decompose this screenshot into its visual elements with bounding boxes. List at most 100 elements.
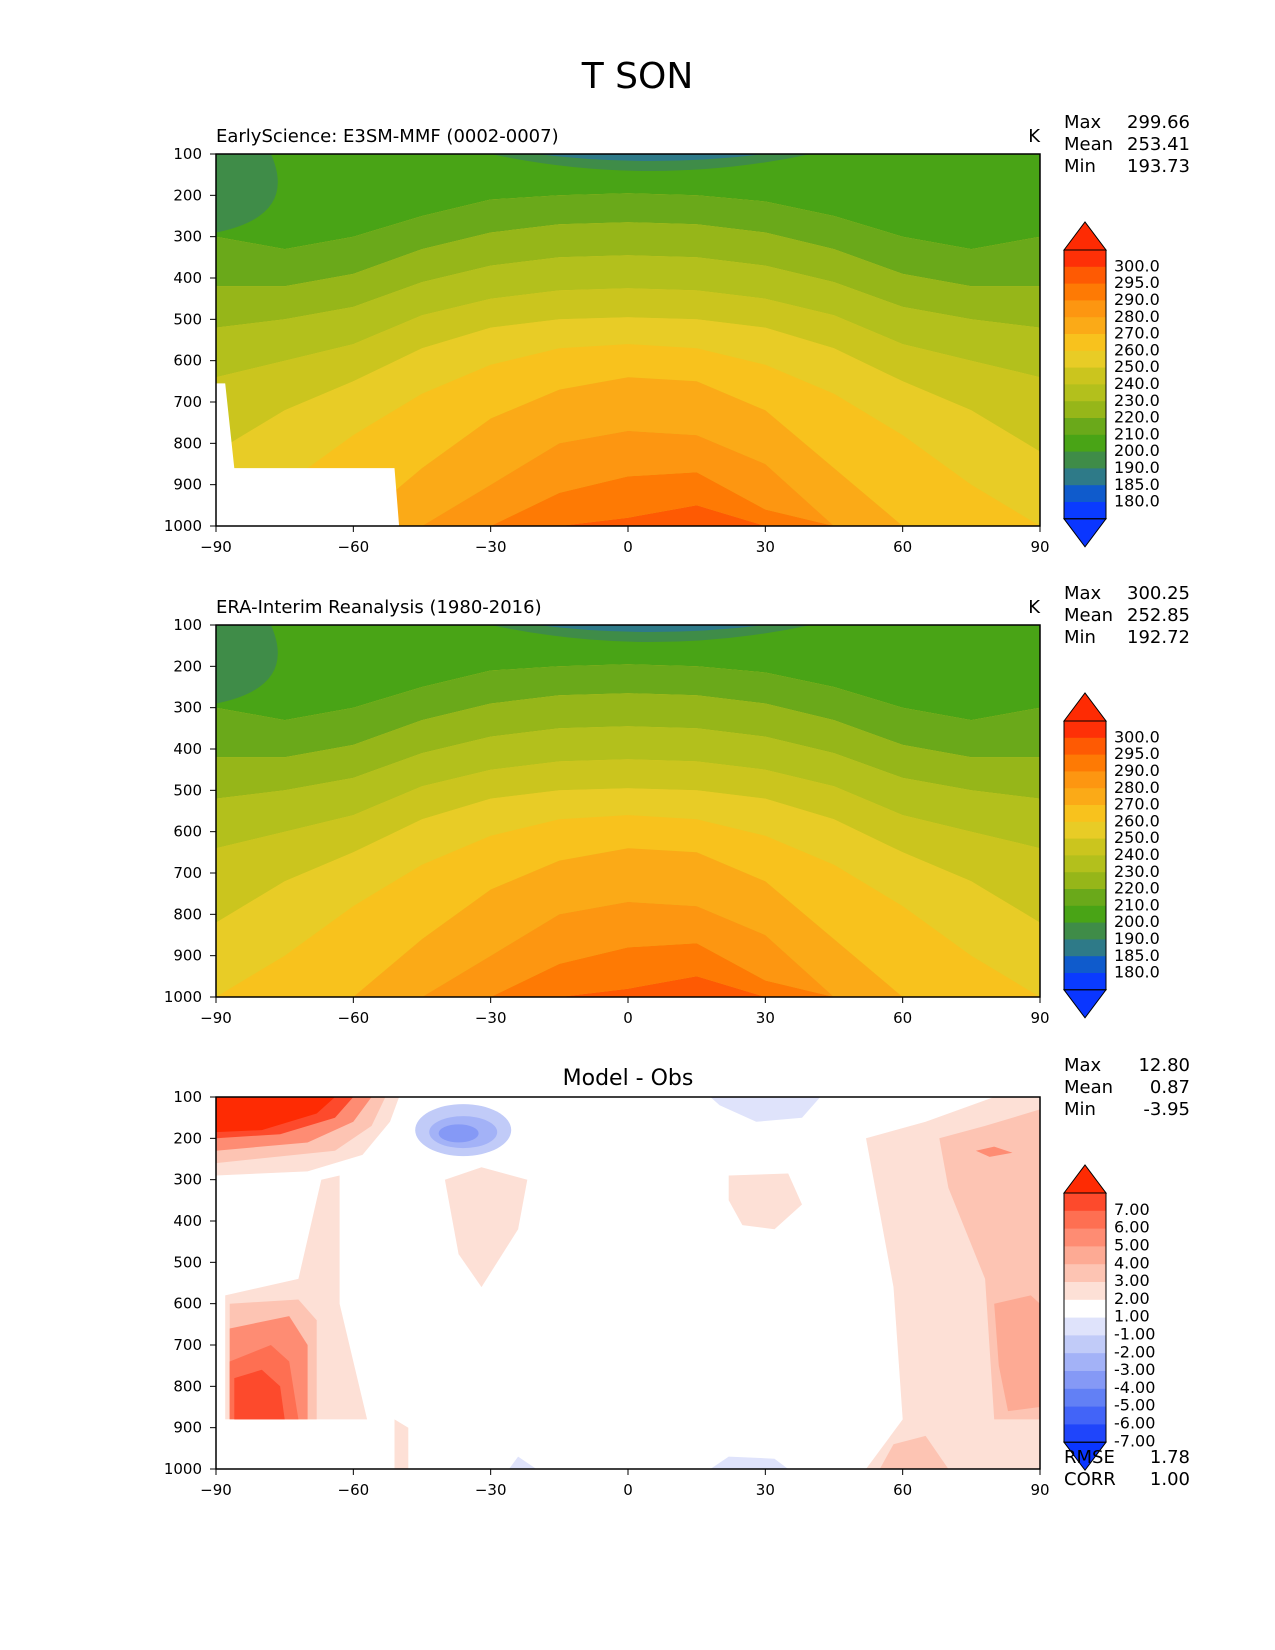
panel-1-stat-label: Max [1064, 112, 1102, 133]
panel-3-y-tick-label: 800 [173, 1377, 202, 1395]
panel-1-x-tick-label: 0 [623, 538, 633, 556]
panel-1-stat-value: 253.41 [1127, 134, 1190, 155]
panel-3-colorbar-label: -1.00 [1114, 1325, 1155, 1344]
panel-3-colorbar-label: -2.00 [1114, 1342, 1155, 1361]
panel-3-stat-value: 12.80 [1138, 1055, 1190, 1076]
panel-1-colorbar-swatch [1064, 250, 1106, 268]
panel-1-band [216, 317, 1040, 526]
panel-1-colorbar-frame [1063, 249, 1107, 520]
panel-1-x-tick-label: 60 [893, 538, 912, 556]
panel-3-colorbar-label: -4.00 [1114, 1378, 1155, 1397]
panel-1-polar-cold [216, 154, 278, 233]
panel-3-colorbar-label: 1.00 [1114, 1307, 1150, 1326]
panel-3-neg-band [438, 1124, 479, 1143]
panel-3-stat-value: 0.87 [1150, 1077, 1190, 1098]
panel-1-y-tick-label: 700 [173, 393, 202, 411]
panel-1-colorbar-label: 190.0 [1114, 458, 1160, 477]
panel-1-band [216, 222, 1040, 328]
panel-1-x-tick-label: 30 [756, 538, 775, 556]
panel-3-colorbar-swatch [1064, 1353, 1106, 1372]
panel-2-colorbar-swatch [1064, 771, 1106, 789]
panel-3-y-tick-label: 1000 [164, 1460, 202, 1478]
panel-2-y-tick-label: 700 [173, 864, 202, 882]
panel-1-colorbar-label: 260.0 [1114, 340, 1160, 359]
panel-2-colorbar-label: 210.0 [1114, 895, 1160, 914]
panel-3-colorbar-swatch [1064, 1424, 1106, 1443]
panel-1-band [216, 430, 1040, 526]
panel-3-band [994, 1295, 1040, 1412]
panel-2-y-tick-label: 800 [173, 905, 202, 923]
panel-2-x-tick-label: −60 [338, 1009, 370, 1027]
panel-1-colorbar-label: 290.0 [1114, 290, 1160, 309]
panel-3-x-tick-label: −30 [475, 1481, 507, 1499]
panel-2-band [216, 943, 1040, 997]
panel-1-colorbar-swatch [1064, 367, 1106, 385]
panel-1-band [216, 288, 1040, 452]
panel-3-colorbar-extend-top [1063, 1164, 1107, 1194]
panel-2-colorbar-label: 260.0 [1114, 811, 1160, 830]
panel-1-colorbar-swatch [1064, 350, 1106, 369]
panel-1-colorbar-label: 185.0 [1114, 475, 1160, 494]
panel-2-colorbar-label: 190.0 [1114, 929, 1160, 948]
panel-1-y-tick-label: 800 [173, 434, 202, 452]
panel-2-colorbar-swatch [1064, 805, 1106, 823]
panel-3: −90 −60 −30 0 30 60 90 100 200 300 400 500 600 700 800… [164, 1055, 1190, 1499]
panel-1-colorbar-swatch [1064, 384, 1106, 402]
panel-2-colorbar-label: 250.0 [1114, 828, 1160, 847]
panel-1-y-tick-label: 900 [173, 476, 202, 494]
panel-1-y-tick-label: 600 [173, 352, 202, 370]
panel-3-colorbar-swatch [1064, 1299, 1106, 1319]
panel-2-colorbar-swatch [1064, 855, 1106, 873]
panel-2-band [216, 788, 1040, 997]
panel-2-colorbar-extend-top [1063, 692, 1107, 722]
panel-2-cold-band [490, 625, 812, 642]
panel-3-colorbar-label: 2.00 [1114, 1289, 1150, 1308]
panel-3-y-tick-label: 400 [173, 1212, 202, 1230]
panel-1-y-tick-label: 200 [173, 186, 202, 204]
panel-3-colorbar-swatch [1064, 1282, 1106, 1301]
panel-2-colorbar-swatch [1064, 721, 1106, 739]
panel-1-colorbar-extend-top [1063, 221, 1107, 251]
panel-1-colorbar-label: 300.0 [1114, 256, 1160, 275]
panel-1-colorbar-label: 230.0 [1114, 391, 1160, 410]
panel-3-band [234, 1369, 285, 1420]
panel-2-colorbar-swatch [1064, 754, 1106, 772]
panel-3-colorbar-label: -7.00 [1114, 1431, 1155, 1450]
panel-2-colorbar-label: 240.0 [1114, 845, 1160, 864]
panel-3-colorbar-label: -3.00 [1114, 1360, 1155, 1379]
panel-1-stat-label: Mean [1064, 134, 1113, 155]
panel-1-colorbar-swatch [1064, 451, 1106, 469]
panel-2-x-tick-label: −30 [475, 1009, 507, 1027]
panel-1-x-tick-label: 90 [1030, 538, 1049, 556]
panel-2-y-tick-label: 100 [173, 616, 202, 634]
panel-1-x-tick-label: −30 [475, 538, 507, 556]
panel-1-colorbar-swatch [1064, 418, 1106, 436]
panel-3-colorbar-label: 7.00 [1114, 1200, 1150, 1219]
panel-1-colorbar-extend-bottom [1063, 518, 1107, 548]
panel-2-band [216, 815, 1040, 997]
panel-2-colorbar-label: 295.0 [1114, 744, 1160, 763]
panel-2: −90 −60 −30 0 30 60 90 100 200 300 400 500 600 700 800… [164, 583, 1190, 1027]
panel-2-colorbar-label: 300.0 [1114, 727, 1160, 746]
panel-1-colorbar-label: 280.0 [1114, 307, 1160, 326]
panel-1-y-tick-label: 300 [173, 228, 202, 246]
panel-2-x-tick-label: 60 [893, 1009, 912, 1027]
panel-2-colorbar-swatch [1064, 838, 1106, 856]
panel-3-y-tick-label: 300 [173, 1171, 202, 1189]
panel-1-cold-band [490, 154, 812, 171]
panel-2-colorbar-swatch [1064, 956, 1106, 974]
panel-2-stat-value: 192.72 [1127, 627, 1190, 648]
panel-2-polar-cold [216, 625, 278, 704]
panel-2-band [216, 726, 1040, 849]
panel-2-colorbar-label: 220.0 [1114, 879, 1160, 898]
panel-3-colorbar-label: 3.00 [1114, 1271, 1150, 1290]
panel-2-stat-value: 300.25 [1127, 583, 1190, 604]
panel-3-y-tick-label: 200 [173, 1129, 202, 1147]
panel-3-colorbar-swatch [1064, 1228, 1106, 1247]
panel-2-y-tick-label: 400 [173, 740, 202, 758]
panel-1-band [216, 154, 1040, 250]
panel-3-x-tick-label: 90 [1030, 1481, 1049, 1499]
panel-1-band [216, 255, 1040, 378]
panel-1-stat-label: Min [1064, 156, 1096, 177]
